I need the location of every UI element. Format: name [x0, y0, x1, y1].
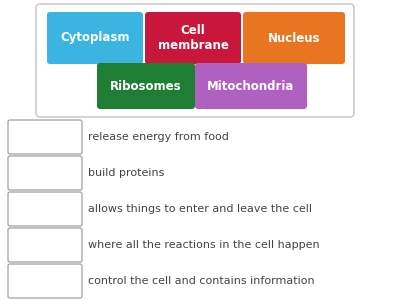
- Text: Nucleus: Nucleus: [268, 32, 320, 44]
- FancyBboxPatch shape: [145, 12, 241, 64]
- FancyBboxPatch shape: [97, 63, 195, 109]
- FancyBboxPatch shape: [195, 63, 307, 109]
- Text: Ribosomes: Ribosomes: [110, 80, 182, 92]
- FancyBboxPatch shape: [8, 264, 82, 298]
- Text: build proteins: build proteins: [88, 168, 164, 178]
- FancyBboxPatch shape: [8, 156, 82, 190]
- Text: where all the reactions in the cell happen: where all the reactions in the cell happ…: [88, 240, 320, 250]
- Text: allows things to enter and leave the cell: allows things to enter and leave the cel…: [88, 204, 312, 214]
- Text: Cytoplasm: Cytoplasm: [60, 32, 130, 44]
- FancyBboxPatch shape: [8, 192, 82, 226]
- Text: Cell
membrane: Cell membrane: [158, 24, 228, 52]
- Text: release energy from food: release energy from food: [88, 132, 229, 142]
- FancyBboxPatch shape: [8, 120, 82, 154]
- Text: control the cell and contains information: control the cell and contains informatio…: [88, 276, 315, 286]
- FancyBboxPatch shape: [36, 4, 354, 117]
- FancyBboxPatch shape: [8, 228, 82, 262]
- FancyBboxPatch shape: [47, 12, 143, 64]
- Text: Mitochondria: Mitochondria: [207, 80, 295, 92]
- FancyBboxPatch shape: [243, 12, 345, 64]
